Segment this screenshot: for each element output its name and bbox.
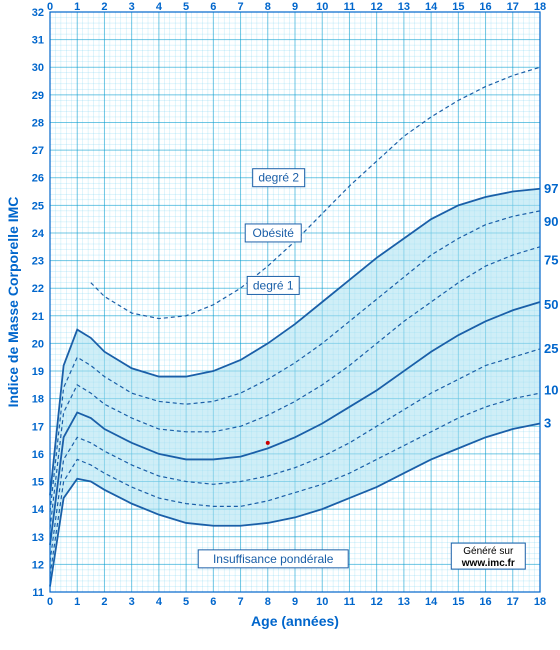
svg-text:0: 0 — [47, 596, 53, 608]
svg-text:12: 12 — [371, 596, 383, 608]
svg-text:9: 9 — [292, 1, 298, 13]
svg-text:27: 27 — [32, 145, 44, 157]
svg-text:14: 14 — [425, 596, 438, 608]
svg-text:23: 23 — [32, 256, 44, 268]
pct-label-3: 3 — [544, 416, 551, 431]
svg-text:8: 8 — [265, 596, 271, 608]
pct-label-50: 50 — [544, 297, 558, 312]
svg-text:18: 18 — [534, 596, 546, 608]
credit-line2: www.imc.fr — [461, 558, 515, 569]
svg-text:13: 13 — [398, 596, 410, 608]
svg-text:30: 30 — [32, 62, 44, 74]
svg-text:24: 24 — [32, 228, 45, 240]
svg-text:1: 1 — [74, 1, 80, 13]
svg-text:25: 25 — [32, 200, 44, 212]
svg-text:2: 2 — [101, 1, 107, 13]
svg-text:10: 10 — [316, 596, 328, 608]
svg-text:18: 18 — [534, 1, 546, 13]
svg-text:6: 6 — [210, 1, 216, 13]
svg-text:5: 5 — [183, 1, 189, 13]
chart-svg: 0011223344556677889910101111121213131414… — [0, 0, 560, 650]
svg-text:6: 6 — [210, 596, 216, 608]
svg-text:19: 19 — [32, 366, 44, 378]
svg-text:5: 5 — [183, 596, 189, 608]
svg-text:20: 20 — [32, 338, 44, 350]
svg-text:13: 13 — [32, 532, 44, 544]
svg-text:2: 2 — [101, 596, 107, 608]
svg-text:22: 22 — [32, 283, 44, 295]
svg-text:11: 11 — [344, 1, 356, 13]
svg-text:16: 16 — [479, 1, 491, 13]
label-text: degré 1 — [253, 278, 294, 292]
svg-text:18: 18 — [32, 394, 44, 406]
svg-text:7: 7 — [237, 1, 243, 13]
data-point — [266, 441, 270, 445]
svg-text:10: 10 — [316, 1, 328, 13]
svg-text:8: 8 — [265, 1, 271, 13]
label-text: degré 2 — [258, 171, 299, 185]
pct-label-75: 75 — [544, 253, 558, 268]
credit-line1: Généré sur — [463, 546, 514, 557]
pct-label-90: 90 — [544, 214, 558, 229]
svg-text:7: 7 — [237, 596, 243, 608]
svg-text:3: 3 — [129, 596, 135, 608]
x-axis-label: Age (années) — [251, 613, 339, 629]
pct-label-25: 25 — [544, 341, 558, 356]
svg-text:4: 4 — [156, 596, 163, 608]
svg-text:26: 26 — [32, 173, 44, 185]
svg-text:15: 15 — [32, 477, 44, 489]
bmi-percentile-chart: 0011223344556677889910101111121213131414… — [0, 0, 560, 650]
svg-text:12: 12 — [32, 559, 44, 571]
svg-text:16: 16 — [32, 449, 44, 461]
svg-text:13: 13 — [398, 1, 410, 13]
svg-text:14: 14 — [32, 504, 45, 516]
svg-text:17: 17 — [32, 421, 44, 433]
svg-text:0: 0 — [47, 1, 53, 13]
svg-text:4: 4 — [156, 1, 163, 13]
svg-text:32: 32 — [32, 7, 44, 19]
svg-text:21: 21 — [32, 311, 44, 323]
svg-text:31: 31 — [32, 35, 44, 47]
svg-text:14: 14 — [425, 1, 438, 13]
svg-text:15: 15 — [452, 596, 464, 608]
svg-text:3: 3 — [129, 1, 135, 13]
svg-text:16: 16 — [479, 596, 491, 608]
pct-label-97: 97 — [544, 181, 558, 196]
label-text: Obésité — [253, 226, 295, 240]
label-text: Insuffisance pondérale — [213, 552, 334, 566]
y-axis-label: Indice de Masse Corporelle IMC — [5, 197, 21, 408]
svg-text:17: 17 — [507, 596, 519, 608]
svg-text:11: 11 — [32, 587, 44, 599]
pct-label-10: 10 — [544, 382, 558, 397]
svg-text:29: 29 — [32, 90, 44, 102]
svg-text:1: 1 — [74, 596, 80, 608]
svg-text:28: 28 — [32, 117, 44, 129]
svg-text:15: 15 — [452, 1, 464, 13]
svg-text:9: 9 — [292, 596, 298, 608]
svg-text:17: 17 — [507, 1, 519, 13]
svg-text:11: 11 — [344, 596, 356, 608]
svg-text:12: 12 — [371, 1, 383, 13]
